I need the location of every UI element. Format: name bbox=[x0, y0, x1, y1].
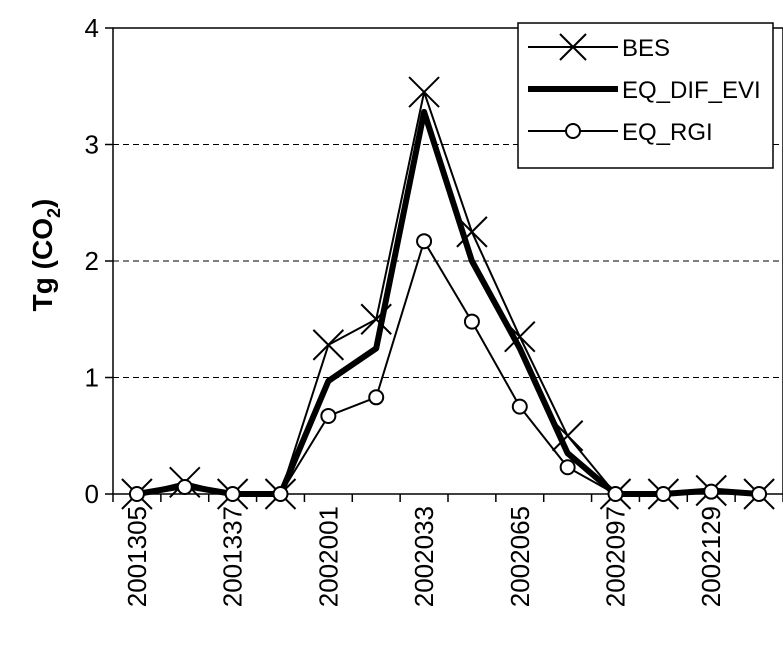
x-tick-label: 2002097 bbox=[601, 506, 631, 607]
x-tick-label: 2002129 bbox=[696, 506, 726, 607]
point-marker-eq-rgi bbox=[320, 407, 337, 424]
point-marker-bes bbox=[408, 76, 440, 108]
y-tick-label: 2 bbox=[85, 246, 99, 276]
point-marker-bes bbox=[360, 303, 392, 335]
gridlines bbox=[113, 144, 783, 378]
legend-marker-eq-rgi bbox=[565, 123, 581, 139]
x-tick-label: 2002065 bbox=[505, 506, 535, 607]
point-marker-eq-rgi bbox=[272, 486, 289, 502]
legend-marker-bes bbox=[559, 33, 587, 61]
legend: BES EQ_DIF_EVI EQ_RGI bbox=[517, 22, 774, 169]
point-marker-eq-rgi bbox=[511, 398, 528, 415]
point-marker-eq-rgi bbox=[655, 486, 672, 502]
point-marker-eq-rgi bbox=[703, 483, 720, 500]
point-marker-eq-rgi bbox=[463, 313, 480, 330]
point-marker-eq-rgi bbox=[416, 233, 433, 250]
point-marker-bes bbox=[312, 329, 345, 361]
point-marker-eq-rgi bbox=[368, 389, 385, 406]
point-marker-eq-rgi bbox=[224, 486, 241, 502]
y-axis-ticks: 0 1 2 3 4 bbox=[85, 13, 113, 509]
series-markers bbox=[121, 76, 775, 510]
y-tick-label: 1 bbox=[85, 363, 99, 393]
point-marker-bes bbox=[504, 321, 536, 353]
x-tick-label: 2001337 bbox=[218, 506, 248, 607]
y-tick-label: 0 bbox=[85, 479, 99, 509]
x-axis-ticks: 2001305 2001337 2002001 2002033 2002065 20020… bbox=[112, 494, 783, 607]
x-tick-label: 2002001 bbox=[313, 506, 343, 607]
legend-label-eq-dif-evi: EQ_DIF_EVI bbox=[622, 77, 761, 104]
y-tick-label: 4 bbox=[85, 13, 99, 43]
series-line-eq-rgi bbox=[136, 240, 760, 495]
point-marker-eq-rgi bbox=[751, 486, 768, 502]
point-marker-eq-rgi bbox=[128, 486, 145, 502]
legend-label-bes: BES bbox=[622, 35, 670, 62]
point-marker-bes bbox=[456, 216, 488, 248]
point-marker-eq-rgi bbox=[559, 459, 576, 476]
x-tick-label: 2001305 bbox=[122, 506, 152, 607]
legend-label-eq-rgi: EQ_RGI bbox=[622, 119, 713, 146]
y-tick-label: 3 bbox=[85, 130, 99, 160]
x-tick-label: 2002033 bbox=[409, 506, 439, 607]
point-marker-eq-rgi bbox=[607, 486, 624, 502]
series-line-eq-dif-evi bbox=[136, 108, 760, 497]
y-axis-label: Tg (CO2) bbox=[27, 199, 64, 312]
point-marker-bes bbox=[551, 420, 584, 452]
point-marker-eq-rgi bbox=[176, 479, 193, 496]
